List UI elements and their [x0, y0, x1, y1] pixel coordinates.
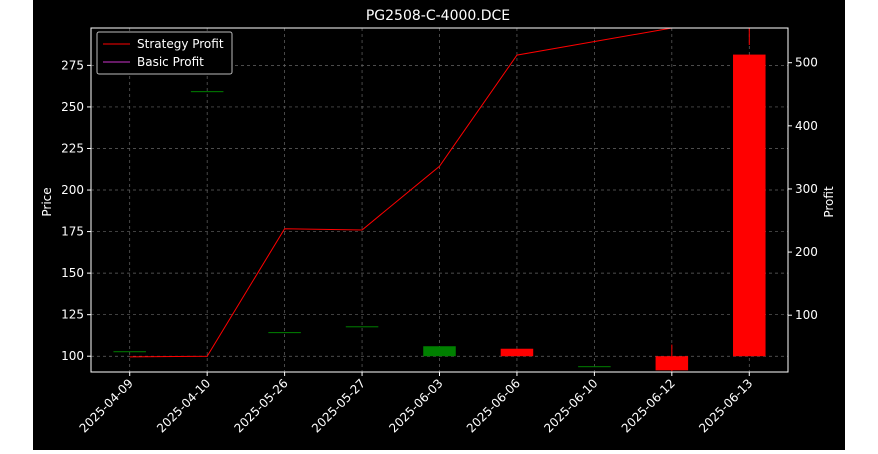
candle-body [423, 346, 456, 357]
legend: Strategy Profit Basic Profit [96, 31, 233, 75]
y2-tick-label: 200 [795, 245, 818, 259]
x-tick-label: 2025-04-09 [77, 376, 136, 435]
y2-tick-label: 400 [795, 119, 818, 133]
chart-figure: PG2508-C-4000.DCE Price Profit 100 125 150… [33, 0, 845, 450]
candle-body [113, 351, 146, 353]
x-tick-label: 2025-06-13 [696, 376, 755, 435]
candle-body [500, 348, 534, 357]
x-tick-label: 2025-06-06 [464, 376, 523, 435]
plot-frame [90, 27, 789, 373]
grid-layer [91, 28, 788, 372]
y-tick-label: 125 [61, 308, 84, 322]
y-tick-label: 200 [61, 183, 84, 197]
y2-tick-label: 500 [795, 56, 818, 70]
x-tick-label: 2025-06-12 [619, 376, 678, 435]
y2-axis-label: Profit [822, 186, 836, 218]
chart-svg: PG2508-C-4000.DCE Price Profit 100 125 150… [40, 8, 836, 435]
candle-body [345, 326, 379, 328]
candle-layer [113, 54, 766, 372]
legend-box [96, 31, 233, 75]
candle-body [190, 91, 224, 93]
y2-tick-label: 100 [795, 308, 818, 322]
x-tick-label: 2025-06-03 [386, 376, 445, 435]
line-layer [129, 27, 750, 373]
candle-body [268, 332, 301, 334]
x-tick-label: 2025-06-10 [541, 376, 600, 435]
y-tick-label: 100 [61, 349, 84, 363]
x-tick-label: 2025-05-26 [232, 376, 291, 435]
chart-title: PG2508-C-4000.DCE [366, 8, 510, 24]
candle-body [655, 356, 689, 371]
y-tick-label: 275 [61, 58, 84, 72]
x-tick-label: 2025-04-10 [154, 376, 213, 435]
legend-label-strategy: Strategy Profit [137, 37, 224, 51]
x-tick-label: 2025-05-27 [309, 376, 368, 435]
candle-body [578, 366, 611, 368]
y2-tick-label: 300 [795, 182, 818, 196]
y-tick-label: 225 [61, 141, 84, 155]
y-tick-label: 175 [61, 225, 84, 239]
y-tick-label: 250 [61, 100, 84, 114]
candle-body [733, 54, 766, 357]
y-tick-label: 150 [61, 266, 84, 280]
legend-label-basic: Basic Profit [137, 55, 204, 69]
y-axis-label: Price [40, 187, 54, 216]
